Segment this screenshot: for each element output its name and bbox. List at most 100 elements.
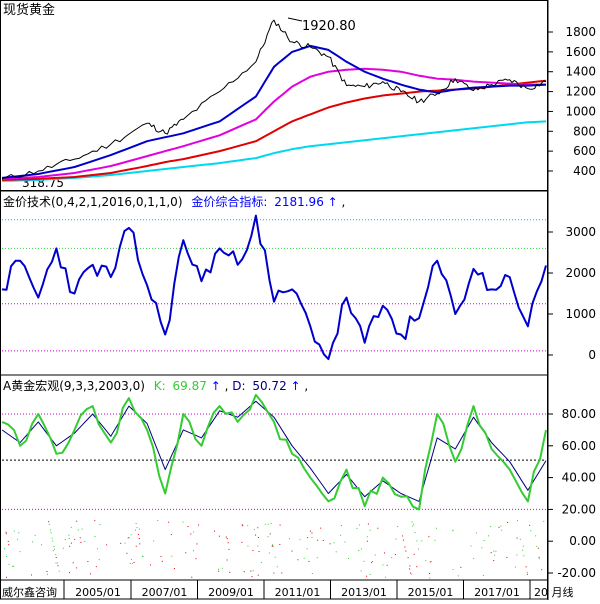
noise-dot <box>316 557 318 559</box>
noise-dot <box>90 573 92 575</box>
noise-dot <box>257 536 259 538</box>
noise-dot <box>227 542 229 544</box>
noise-dot <box>537 547 539 549</box>
noise-dot <box>495 550 497 552</box>
noise-dot <box>149 564 151 566</box>
noise-dot <box>252 570 254 572</box>
noise-dot <box>369 573 371 575</box>
noise-dot <box>308 560 310 562</box>
noise-dot <box>303 557 305 559</box>
noise-dot <box>366 540 368 542</box>
noise-dot <box>62 547 64 549</box>
noise-dot <box>384 552 386 554</box>
noise-dot <box>385 576 387 578</box>
price-series-ma-cyan <box>1 120 547 182</box>
noise-dot <box>56 562 58 564</box>
noise-dot <box>412 523 414 525</box>
kd-y-tick-label: 0.00 <box>569 534 596 548</box>
noise-dot <box>421 540 423 542</box>
noise-dot <box>94 520 96 522</box>
noise-dot <box>94 535 96 537</box>
x-tick-label: 2011/01 <box>275 586 321 599</box>
price-series-ma-blue <box>1 44 547 179</box>
noise-dot <box>402 535 404 537</box>
indicator-y-tick-label: 1000 <box>565 307 596 321</box>
noise-dot <box>493 560 495 562</box>
noise-dot <box>428 536 430 538</box>
price-y-tick-label: 1600 <box>565 45 596 59</box>
noise-dot <box>452 530 454 532</box>
noise-dot <box>70 526 72 528</box>
noise-dot <box>80 541 82 543</box>
noise-dot <box>413 553 415 555</box>
noise-dot <box>386 564 388 566</box>
noise-dot <box>506 556 508 558</box>
noise-dot <box>255 534 257 536</box>
noise-dot <box>307 537 309 539</box>
noise-dot <box>17 538 19 540</box>
noise-dot <box>490 552 492 554</box>
noise-dots <box>4 520 545 579</box>
noise-dot <box>120 542 122 544</box>
noise-dot <box>133 561 135 563</box>
noise-dot <box>195 558 197 560</box>
noise-dot <box>58 570 60 572</box>
kd-panel-frame <box>0 374 548 581</box>
noise-dot <box>95 566 97 568</box>
price-y-tick-label: 600 <box>573 144 596 158</box>
noise-dot <box>507 521 509 523</box>
noise-dot <box>514 566 516 568</box>
noise-dot <box>272 544 274 546</box>
noise-dot <box>190 533 192 535</box>
noise-dot <box>366 575 368 577</box>
period-number: 20 <box>534 586 548 599</box>
noise-dot <box>55 562 57 564</box>
noise-dot <box>46 570 48 572</box>
noise-dot <box>482 574 484 576</box>
noise-dot <box>252 549 254 551</box>
reference-lines <box>2 219 546 510</box>
indicator-series-line <box>1 214 547 361</box>
noise-dot <box>196 543 198 545</box>
noise-dot <box>182 521 184 523</box>
kd-y-tick-label: 40.00 <box>562 471 596 485</box>
kd-sep: , <box>225 379 233 393</box>
price-y-tick-label: 1400 <box>565 65 596 79</box>
kd-y-tick-label: 80.00 <box>562 407 596 421</box>
noise-dot <box>243 571 245 573</box>
noise-dot <box>402 539 404 541</box>
noise-dot <box>522 545 524 547</box>
noise-dot <box>500 525 502 527</box>
noise-dot <box>538 558 540 560</box>
noise-dot <box>526 571 528 573</box>
noise-dot <box>498 526 500 528</box>
kd-k-arrow: ↑ <box>211 379 221 393</box>
noise-dot <box>31 574 33 576</box>
noise-dot <box>251 576 253 578</box>
noise-dot <box>214 530 216 532</box>
noise-dot <box>519 538 521 540</box>
noise-dot <box>74 538 76 540</box>
noise-dot <box>5 555 7 557</box>
indicator-y-tick-label: 3000 <box>565 225 596 239</box>
noise-dot <box>68 538 70 540</box>
noise-dot <box>452 568 454 570</box>
noise-dot <box>4 548 6 550</box>
noise-dot <box>253 529 255 531</box>
noise-dot <box>48 523 50 525</box>
noise-dot <box>320 527 322 529</box>
noise-dot <box>490 526 492 528</box>
noise-dot <box>409 572 411 574</box>
indicator-up-arrow: ↑ <box>328 195 338 209</box>
noise-dot <box>137 533 139 535</box>
indicator-name: 金价技术(0,4,2,1,2016,0,1,1,0) <box>3 194 183 209</box>
noise-dot <box>193 531 195 533</box>
kd-series-k <box>1 393 547 511</box>
noise-dot <box>405 550 407 552</box>
noise-dot <box>128 537 130 539</box>
noise-dot <box>279 543 281 545</box>
noise-dot <box>416 540 418 542</box>
noise-dot <box>97 548 99 550</box>
high-annotation: 1920.80 <box>302 19 356 34</box>
